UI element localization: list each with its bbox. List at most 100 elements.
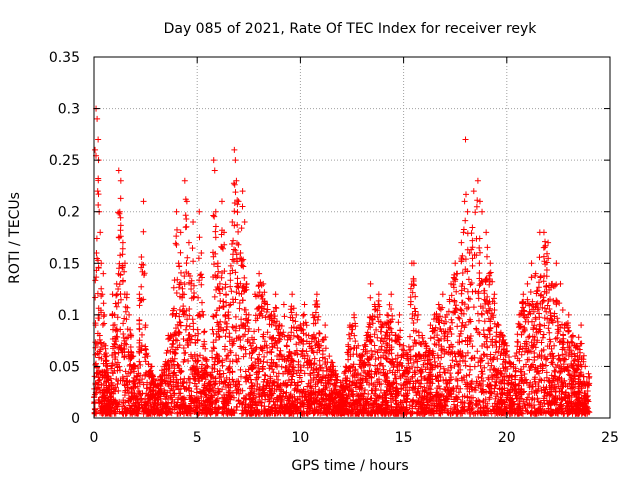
data-point <box>216 280 223 287</box>
data-point <box>586 373 593 380</box>
data-point <box>367 280 374 287</box>
data-point <box>214 260 221 267</box>
data-point <box>458 239 465 246</box>
data-point <box>276 322 283 329</box>
data-point <box>464 208 471 215</box>
data-point <box>363 332 370 339</box>
data-point <box>351 311 358 318</box>
data-point <box>212 208 219 215</box>
data-point <box>400 342 407 349</box>
data-point <box>565 311 572 318</box>
data-point <box>175 260 182 267</box>
x-tick-label: 0 <box>90 430 99 446</box>
data-point <box>94 115 101 122</box>
data-point <box>100 270 107 277</box>
data-point <box>423 342 430 349</box>
data-point <box>474 177 481 184</box>
data-point <box>225 311 232 318</box>
y-axis-label: ROTI / TECUs <box>7 192 23 284</box>
data-point <box>235 198 242 205</box>
data-point <box>132 363 139 370</box>
data-point <box>388 291 395 298</box>
data-point <box>113 280 120 287</box>
data-point <box>211 167 218 174</box>
data-point <box>95 136 102 143</box>
data-point <box>92 146 99 153</box>
data-point <box>410 260 417 267</box>
data-point <box>121 260 128 267</box>
data-point <box>190 219 197 226</box>
data-point <box>443 311 450 318</box>
data-point <box>111 311 118 318</box>
data-point <box>318 342 325 349</box>
data-point <box>94 188 101 195</box>
data-point <box>297 322 304 329</box>
data-point <box>379 322 386 329</box>
data-point <box>305 332 312 339</box>
data-point <box>99 291 106 298</box>
data-point <box>466 249 473 256</box>
data-point <box>491 291 498 298</box>
plot-frame <box>93 56 611 419</box>
data-point <box>103 353 110 360</box>
data-point <box>128 332 135 339</box>
data-point <box>102 342 109 349</box>
data-point <box>104 363 111 370</box>
data-point <box>231 146 238 153</box>
data-point <box>194 353 201 360</box>
data-point <box>528 260 535 267</box>
x-tick-label: 15 <box>395 430 413 446</box>
data-point <box>177 229 184 236</box>
data-point <box>256 270 263 277</box>
data-point <box>524 280 531 287</box>
chart-title: Day 085 of 2021, Rate Of TEC Index for r… <box>164 21 538 37</box>
data-point <box>204 363 211 370</box>
data-point <box>124 291 131 298</box>
data-point <box>355 342 362 349</box>
data-point <box>483 229 490 236</box>
data-point <box>549 280 556 287</box>
data-point <box>148 363 155 370</box>
data-point <box>460 229 467 236</box>
data-point <box>334 373 341 380</box>
data-point <box>582 363 589 370</box>
data-point <box>462 136 469 143</box>
data-point <box>516 311 523 318</box>
data-point <box>476 198 483 205</box>
data-point <box>532 270 539 277</box>
data-point <box>245 311 252 318</box>
data-point <box>342 363 349 370</box>
data-point <box>439 291 446 298</box>
data-point <box>268 311 275 318</box>
data-point <box>144 353 151 360</box>
data-point <box>404 353 411 360</box>
data-point <box>101 311 108 318</box>
axis-ticks: 0 5 10 15 20 25 0 0.05 0.1 0.15 0.2 0.25 0.3 0.35 <box>49 50 619 446</box>
data-point <box>188 280 195 287</box>
data-point <box>431 311 438 318</box>
data-point <box>208 373 215 380</box>
data-point <box>557 280 564 287</box>
data-point <box>116 208 123 215</box>
data-point <box>165 332 172 339</box>
y-tick-label: 0.1 <box>58 308 80 324</box>
data-point <box>247 342 254 349</box>
data-point <box>346 322 353 329</box>
data-point <box>109 291 116 298</box>
data-point <box>264 301 271 308</box>
x-tick-label: 5 <box>193 430 202 446</box>
data-point <box>285 332 292 339</box>
data-point <box>179 291 186 298</box>
data-point <box>96 332 103 339</box>
data-point <box>569 332 576 339</box>
data-point <box>479 208 486 215</box>
data-point <box>119 239 126 246</box>
y-tick-label: 0.35 <box>49 50 80 66</box>
y-tick-label: 0.15 <box>49 256 80 272</box>
data-point <box>196 208 203 215</box>
data-point <box>499 332 506 339</box>
data-point <box>573 342 580 349</box>
data-point <box>260 280 267 287</box>
data-point <box>375 291 382 298</box>
